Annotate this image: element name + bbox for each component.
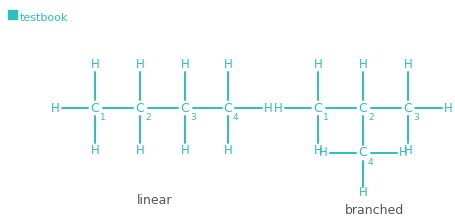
Text: H: H [51,101,59,114]
Text: C: C [180,101,189,114]
Text: H: H [403,58,411,71]
Text: H: H [358,187,367,200]
Text: H: H [403,144,411,157]
Text: C: C [223,101,232,114]
Text: C: C [135,101,144,114]
Text: H: H [91,58,99,71]
Text: H: H [398,146,406,159]
Text: C: C [403,101,411,114]
Text: H: H [313,58,322,71]
Text: H: H [223,58,232,71]
Text: H: H [135,144,144,157]
Text: linear: linear [137,194,172,207]
Text: H: H [273,101,282,114]
Text: 3: 3 [190,113,195,122]
Text: testbook: testbook [20,13,68,23]
Text: 1: 1 [322,113,328,122]
Text: C: C [358,146,367,159]
Text: 2: 2 [367,113,373,122]
Text: 2: 2 [145,113,150,122]
Text: 4: 4 [233,113,238,122]
Text: H: H [180,144,189,157]
Text: 4: 4 [367,158,373,167]
Text: H: H [91,144,99,157]
Text: H: H [180,58,189,71]
Text: H: H [358,58,367,71]
Text: H: H [443,101,451,114]
Bar [8,10,17,19]
Text: 1: 1 [100,113,106,122]
Text: H: H [263,101,272,114]
Text: H: H [135,58,144,71]
Text: C: C [91,101,99,114]
Text: H: H [223,144,232,157]
Text: C: C [358,101,367,114]
Text: 3: 3 [412,113,418,122]
Text: H: H [313,144,322,157]
Text: branched: branched [344,203,404,217]
Text: H: H [318,146,327,159]
Text: C: C [313,101,322,114]
